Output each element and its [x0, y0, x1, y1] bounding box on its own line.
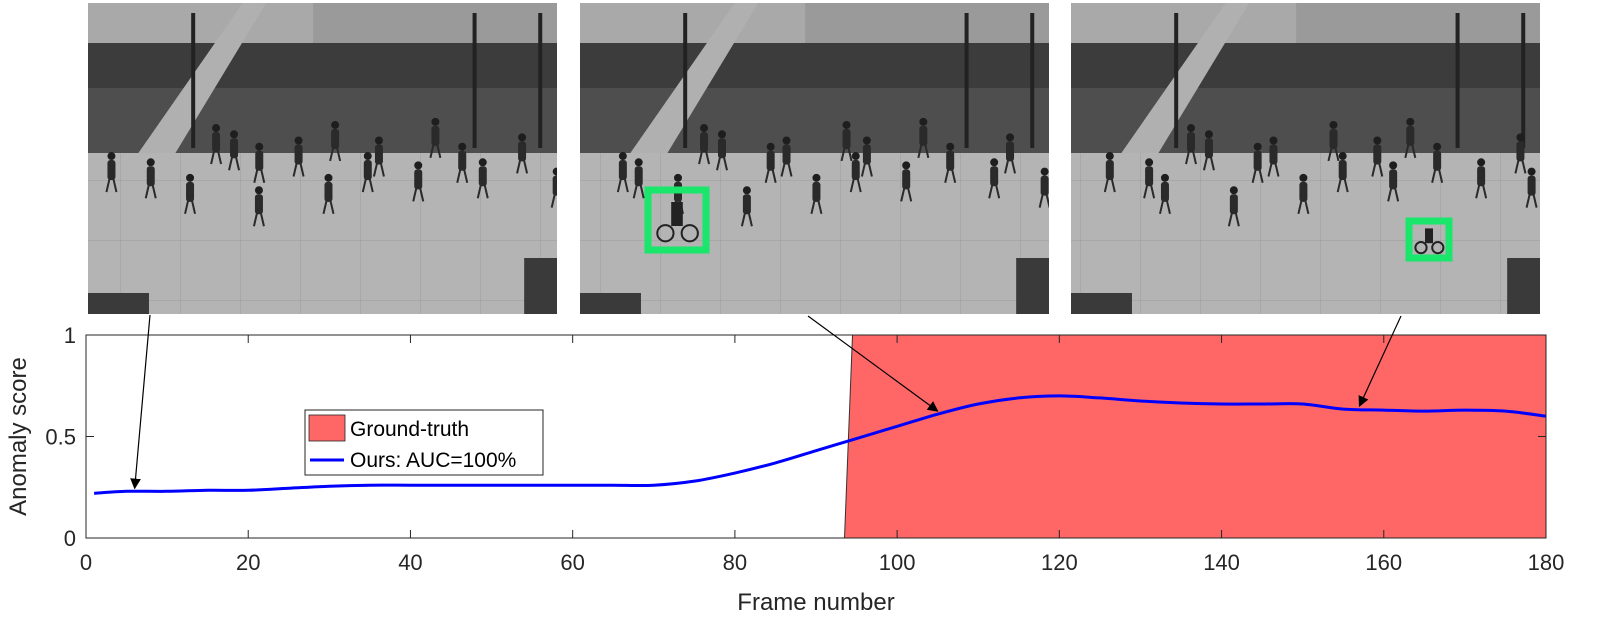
- x-tick-label: 20: [236, 550, 260, 575]
- scene-picture: [580, 3, 1049, 314]
- x-tick-label: 60: [560, 550, 584, 575]
- frame-arrow: [130, 314, 151, 490]
- legend-label-ours: Ours: AUC=100%: [350, 449, 516, 472]
- anomaly-detection-box: [644, 186, 710, 254]
- video-frames: [88, 3, 1540, 314]
- ground-truth-region: [843, 334, 1547, 539]
- scene-picture: [88, 3, 557, 314]
- x-tick-label: 80: [723, 550, 747, 575]
- y-tick-label: 0.5: [45, 425, 76, 450]
- x-tick-label: 160: [1365, 550, 1402, 575]
- x-tick-label: 40: [398, 550, 422, 575]
- frame-arrow: [807, 315, 939, 412]
- video-frame-1: [88, 3, 557, 314]
- video-frame-3: [1071, 3, 1540, 314]
- x-tick-label: 120: [1041, 550, 1078, 575]
- x-tick-label: 0: [80, 550, 92, 575]
- ground-truth-layer: [843, 334, 1547, 539]
- x-tick-label: 100: [879, 550, 916, 575]
- legend-label-ground-truth: Ground-truth: [350, 418, 469, 441]
- series-line-ours: [94, 394, 1547, 495]
- video-frame-2: [580, 3, 1049, 314]
- anomaly-score-chart: 0 20 40 60 80 100 120 140 160 180 00.51 Frame num…: [5, 314, 1564, 616]
- y-axis-title: Anomaly score: [5, 357, 32, 516]
- y-tick-label: 1: [64, 323, 76, 348]
- anomaly-detection-box: [1405, 217, 1453, 262]
- frame-arrow: [1358, 315, 1402, 408]
- legend: Ground-truth Ours: AUC=100%: [304, 409, 544, 476]
- x-tick-label: 180: [1528, 550, 1565, 575]
- x-axis: 0 20 40 60 80 100 120 140 160 180: [80, 335, 1564, 575]
- y-axis: 00.51: [45, 323, 1546, 551]
- y-tick-label: 0: [64, 526, 76, 551]
- x-tick-label: 140: [1203, 550, 1240, 575]
- scene-picture: [1071, 3, 1540, 314]
- legend-swatch-ground-truth: [308, 414, 346, 442]
- x-axis-title: Frame number: [737, 589, 894, 616]
- frame-arrows: [130, 314, 1402, 490]
- series-layer: [94, 394, 1547, 495]
